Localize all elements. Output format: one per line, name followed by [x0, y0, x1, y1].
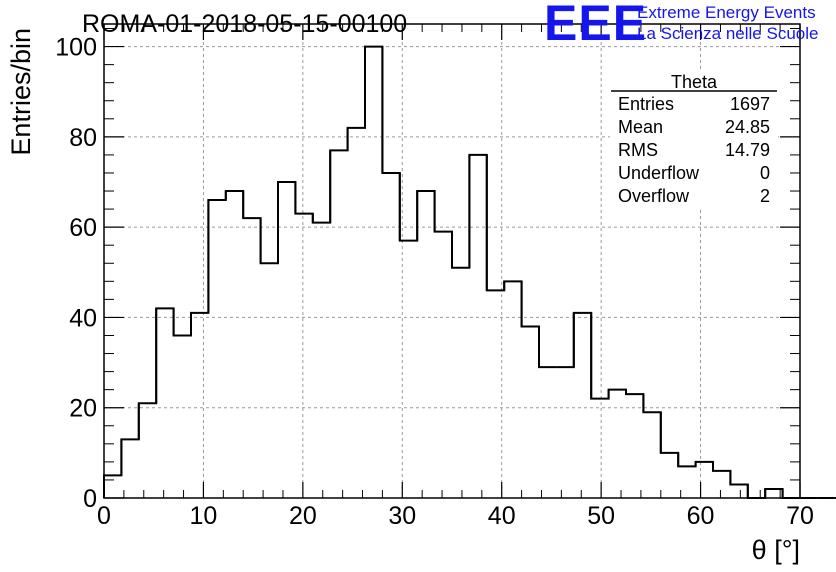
y-tick-label: 80	[69, 124, 97, 152]
histogram-bin	[137, 308, 158, 440]
y-tick-label: 40	[69, 304, 97, 332]
histogram-bin	[694, 460, 714, 471]
histogram-bars	[103, 45, 836, 499]
histogram-bin	[155, 307, 175, 404]
histogram-bin	[781, 488, 800, 499]
histogram-bin	[590, 312, 610, 400]
x-tick-label: 60	[687, 502, 715, 530]
axis-ticks	[103, 24, 801, 499]
stats-box-name: Theta	[671, 72, 718, 92]
histogram-bin	[172, 308, 192, 337]
grid-lines	[104, 24, 800, 498]
y-axis-label: Entries/bin	[6, 28, 36, 156]
stats-row-label: Overflow	[618, 186, 690, 206]
x-tick-label: 20	[289, 502, 317, 530]
histogram-bin	[556, 312, 575, 369]
histogram-bin	[277, 181, 297, 264]
stats-row-value: 0	[760, 163, 770, 183]
histogram-bin	[607, 388, 627, 399]
histogram-bin	[259, 182, 279, 265]
stats-row-value: 24.85	[725, 117, 770, 137]
eee-logo: EEE	[544, 0, 648, 51]
histogram-bin	[190, 200, 210, 336]
histogram-bin	[625, 389, 645, 413]
x-tick-label: 10	[190, 502, 218, 530]
x-tick-label: 30	[388, 502, 416, 530]
plot-frame	[103, 23, 801, 499]
histogram-bin	[451, 154, 471, 269]
y-tick-label: 0	[83, 485, 97, 513]
logo-subtitle-2: La Scienza nelle Scuole	[637, 24, 819, 43]
histogram-bin	[572, 311, 593, 399]
histogram-bin	[294, 182, 314, 223]
histogram-bin	[224, 190, 245, 219]
histogram-bin	[364, 45, 384, 173]
x-tick-label: 0	[97, 502, 111, 530]
histogram-bin	[311, 150, 332, 224]
stats-row-label: RMS	[618, 140, 658, 160]
stats-row-label: Mean	[618, 117, 663, 137]
x-tick-label: 40	[488, 502, 516, 530]
logo-subtitle-1: Extreme Energy Events	[637, 3, 816, 22]
y-tick-label: 100	[55, 34, 97, 62]
histogram-bin	[538, 326, 557, 369]
stats-box: Theta Entries 1697 Mean 24.85 RMS 14.79 Underf…	[610, 70, 778, 208]
stats-box-frame	[610, 70, 778, 208]
chart-title: ROMA-01-2018-05-15-00100	[82, 10, 408, 38]
histogram-bin	[677, 452, 697, 468]
stats-row-value: 1697	[730, 94, 770, 114]
x-tick-label: 70	[786, 502, 814, 530]
histogram-bin	[346, 46, 366, 151]
stats-row-value: 14.79	[725, 140, 770, 160]
y-tick-label: 20	[69, 395, 97, 423]
histogram-bin	[520, 281, 540, 368]
histogram-bin	[468, 153, 488, 291]
x-tick-label: 50	[587, 502, 615, 530]
histogram-bin	[503, 280, 523, 327]
histogram-bin	[642, 394, 662, 453]
stats-row-value: 2	[760, 186, 770, 206]
y-tick-label: 60	[69, 214, 97, 242]
x-axis-label: θ [°]	[752, 535, 800, 565]
stats-row-label: Entries	[618, 94, 674, 114]
histogram-bin	[207, 191, 227, 313]
histogram-bin	[729, 470, 749, 498]
histogram-bin	[381, 46, 401, 241]
histogram-bin	[712, 461, 732, 485]
histogram-bin	[433, 191, 453, 268]
histogram-bin	[103, 439, 123, 498]
histogram-bin	[120, 403, 140, 476]
histogram-bin	[416, 190, 436, 241]
histogram-bin	[329, 127, 349, 223]
histogram-bin	[746, 484, 767, 499]
histogram-bin	[659, 412, 680, 467]
histogram-bin	[242, 191, 262, 264]
stats-row-label: Underflow	[618, 163, 700, 183]
